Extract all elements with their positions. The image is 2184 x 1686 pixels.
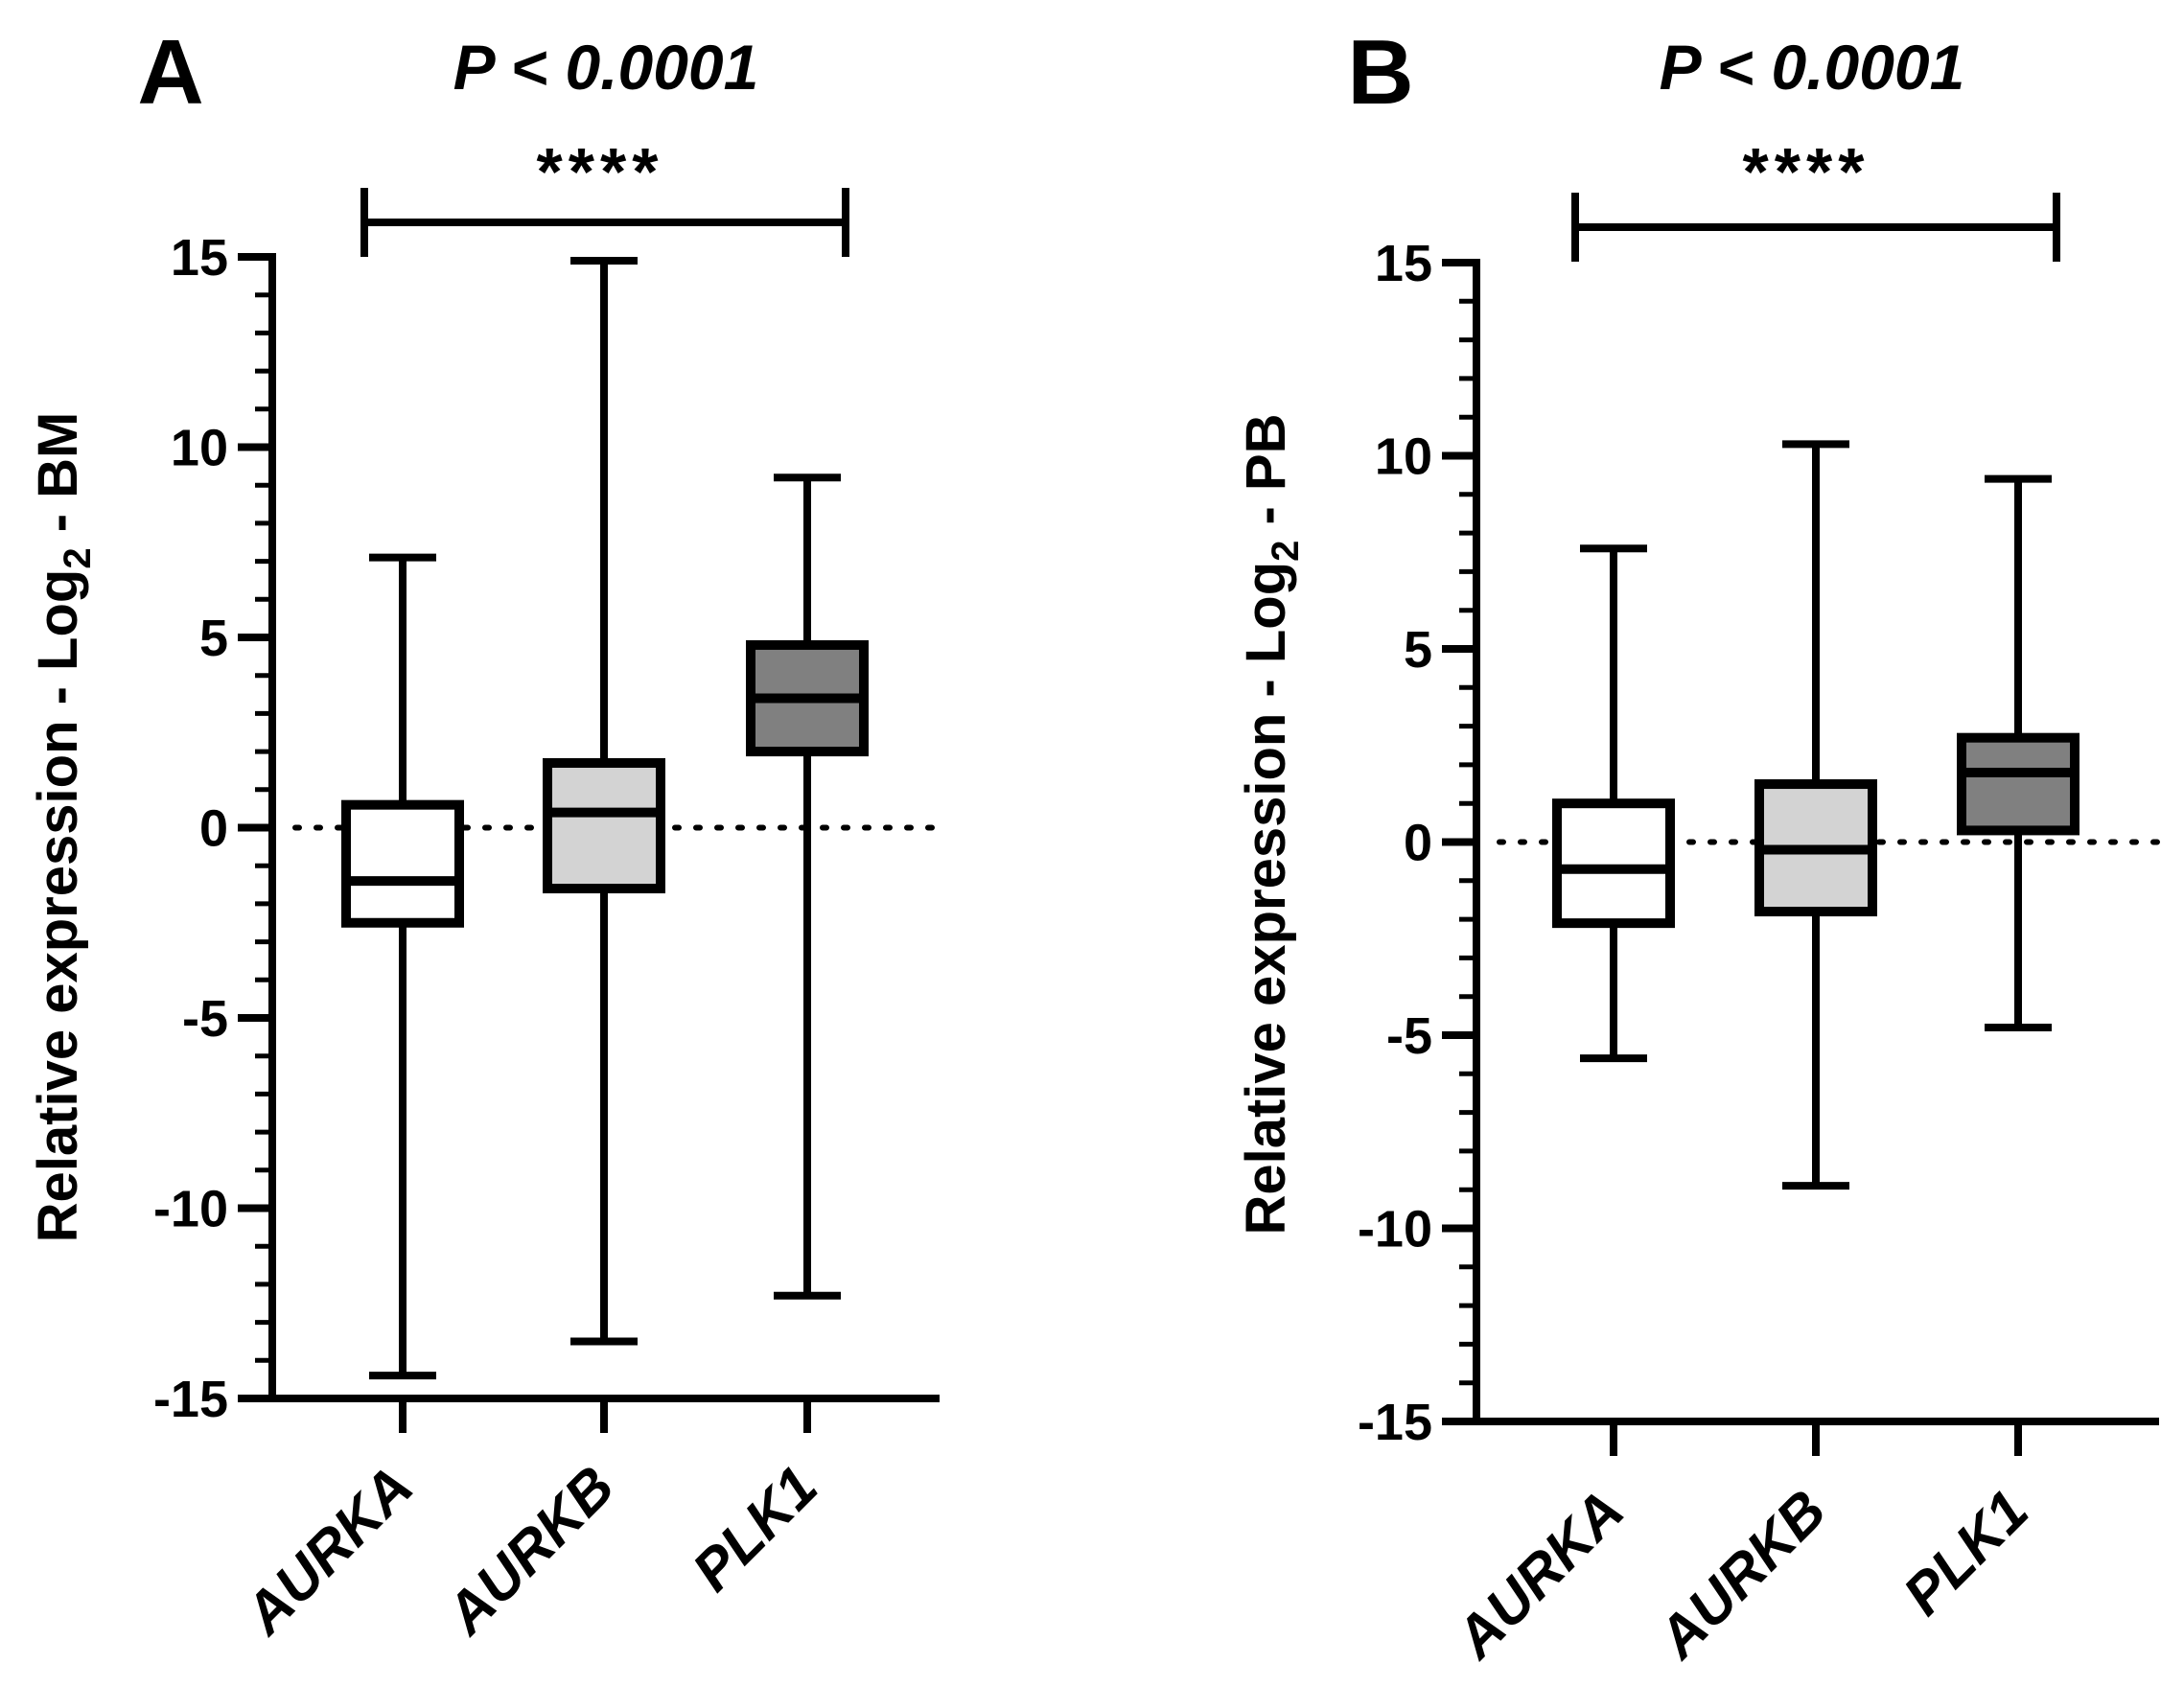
y-tick-label: -10: [1358, 1201, 1432, 1259]
box-aurkb: AURKB: [432, 256, 665, 1648]
box-aurka: AURKA: [231, 553, 464, 1648]
category-label: AURKA: [231, 1454, 425, 1648]
category-label: PLK1: [1891, 1478, 2040, 1628]
iqr-box: [1957, 732, 2079, 836]
panel-letter: B: [1347, 21, 1413, 124]
y-tick-label: 10: [171, 420, 228, 477]
category-label: AURKB: [1644, 1478, 1838, 1672]
y-tick-label: 15: [1375, 235, 1432, 292]
y-tick-label: -5: [182, 990, 228, 1048]
y-axis-title: Relative expression - Log2 - BM: [27, 412, 99, 1243]
box-aurkb: AURKB: [1644, 440, 1877, 1672]
y-tick-label: 10: [1375, 428, 1432, 486]
significance-stars: ****: [537, 134, 664, 209]
category-label: AURKB: [432, 1454, 626, 1648]
y-tick-label: 15: [171, 229, 228, 287]
y-tick-label: 5: [199, 610, 228, 667]
significance-bracket: [360, 188, 849, 257]
p-value-title: P < 0.0001: [453, 32, 759, 103]
category-label: AURKA: [1442, 1478, 1636, 1672]
y-axis-title: Relative expression - Log2 - PB: [1235, 413, 1307, 1235]
significance-stars: ****: [1743, 134, 1870, 209]
y-tick-label: -10: [153, 1181, 228, 1238]
box-plk1: PLK1: [680, 473, 869, 1604]
iqr-box: [1552, 798, 1675, 929]
y-tick-label: -15: [153, 1371, 228, 1428]
significance-bracket: [1571, 193, 2060, 262]
box-plk1: PLK1: [1891, 474, 2079, 1628]
y-tick-label: 0: [1404, 815, 1432, 872]
iqr-box: [341, 799, 464, 928]
iqr-box: [543, 758, 665, 894]
p-value-title: P < 0.0001: [1660, 32, 1965, 103]
panel-letter: A: [137, 21, 203, 124]
y-tick-label: 5: [1404, 621, 1432, 679]
y-tick-label: -15: [1358, 1394, 1432, 1451]
category-label: PLK1: [680, 1454, 829, 1604]
y-tick-label: 0: [199, 800, 228, 858]
y-tick-label: -5: [1386, 1007, 1432, 1065]
